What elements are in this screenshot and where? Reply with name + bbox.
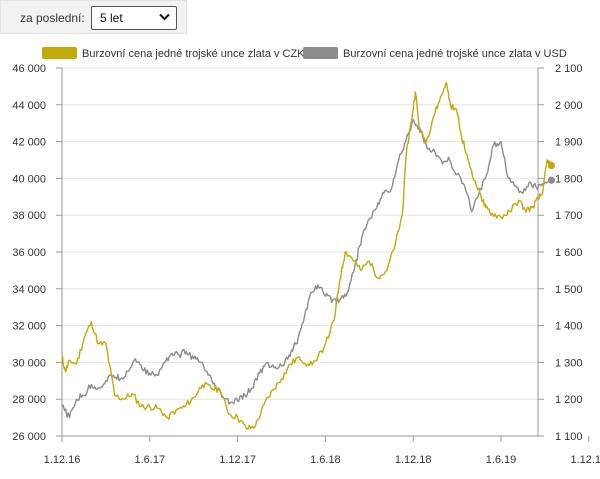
y-left-tick-label: 28 000 [12,394,46,406]
y-right-tick-label: 1 900 [555,137,583,149]
x-tick-label: 1.6.19 [486,454,517,466]
y-right-tick-label: 1 800 [555,173,583,185]
legend-label-czk[interactable]: Burzovní cena jedné trojské unce zlata v… [82,48,305,60]
legend-swatch-czk[interactable] [42,47,77,59]
y-left-tick-label: 44 000 [12,100,46,112]
y-right-tick-label: 2 100 [555,63,583,75]
period-filter-label: za poslední: [20,11,85,25]
y-left-tick-label: 32 000 [12,321,46,333]
series-end-marker-czk[interactable] [547,161,556,170]
series-line-czk [61,82,553,430]
chevron-down-icon [159,13,170,21]
x-tick-label: 1.6.18 [310,454,341,466]
y-left-tick-label: 38 000 [12,210,46,222]
y-right-tick-label: 1 500 [555,284,583,296]
y-left-tick-label: 26 000 [12,431,46,443]
x-tick-label: 1.12.17 [219,454,256,466]
y-left-tick-label: 36 000 [12,247,46,259]
period-filter-bar: za poslední: 5 let [0,0,187,34]
legend-label-usd[interactable]: Burzovní cena jedné trojské unce zlata v… [343,48,567,60]
x-tick-label: 1.6.17 [135,454,166,466]
legend-swatch-usd[interactable] [303,47,338,59]
x-tick-label: 1.12.18 [395,454,432,466]
series-line-usd [61,118,553,419]
y-right-tick-label: 1 200 [555,394,583,406]
period-select-value: 5 let [100,11,123,25]
y-left-tick-label: 42 000 [12,137,46,149]
y-right-tick-label: 2 000 [555,100,583,112]
series-end-marker-usd[interactable] [547,176,556,184]
y-right-tick-label: 1 300 [555,357,583,369]
y-right-tick-label: 1 400 [555,321,583,333]
period-select[interactable]: 5 let [91,6,177,30]
x-tick-label: 1.12.16 [44,454,81,466]
y-right-tick-label: 1 100 [555,431,583,443]
y-left-tick-label: 30 000 [12,357,46,369]
y-left-tick-label: 40 000 [12,173,46,185]
x-tick-label: 1.12.19 [570,454,600,466]
y-right-tick-label: 1 700 [555,210,583,222]
y-left-tick-label: 34 000 [12,284,46,296]
y-left-tick-label: 46 000 [12,63,46,75]
y-right-tick-label: 1 600 [555,247,583,259]
